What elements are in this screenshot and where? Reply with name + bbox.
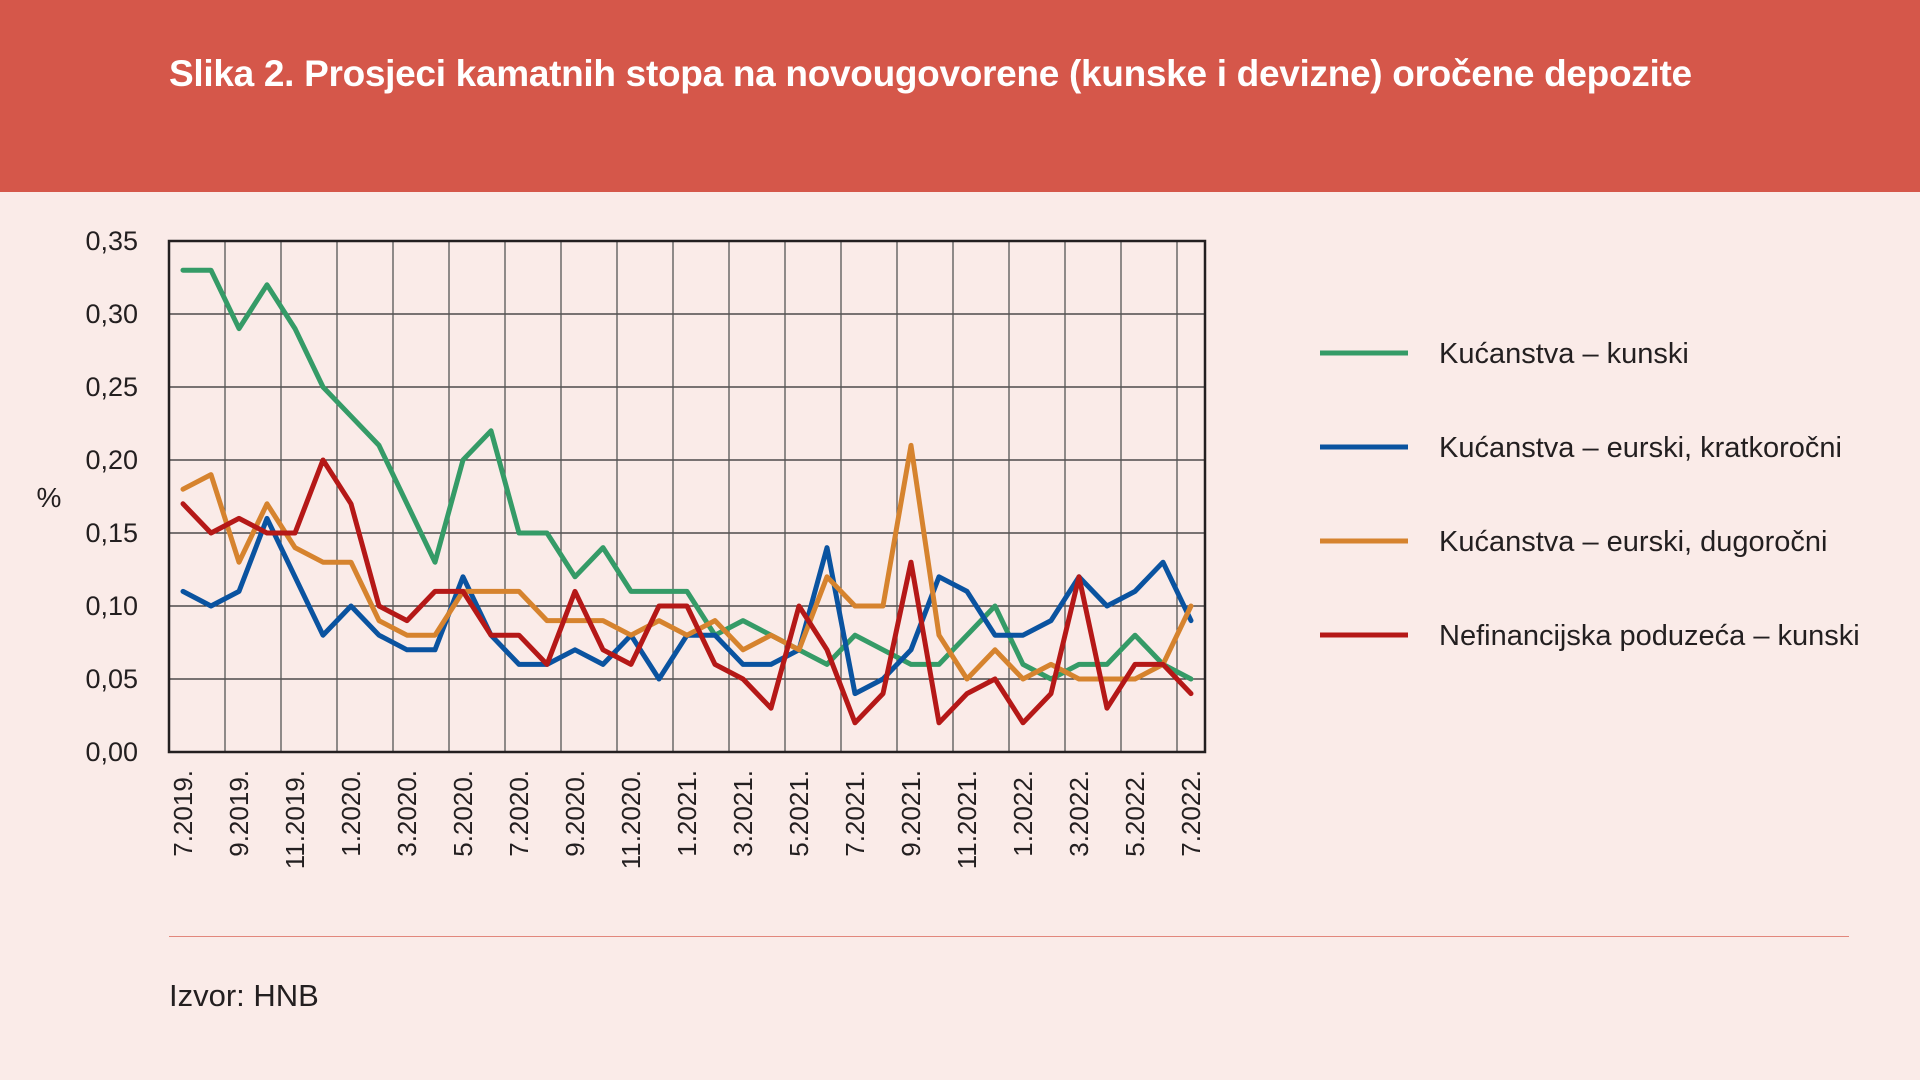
y-tick-label: 0,25	[85, 372, 138, 402]
header-band: Slika 2. Prosjeci kamatnih stopa na novo…	[0, 0, 1920, 192]
source-note: Izvor: HNB	[169, 978, 319, 1013]
y-tick-label: 0,20	[85, 445, 138, 475]
y-tick-label: 0,05	[85, 664, 138, 694]
x-tick-label: 1.2021.	[672, 770, 702, 857]
x-tick-label: 1.2020.	[336, 770, 366, 857]
x-tick-label: 1.2022.	[1008, 770, 1038, 857]
x-tick-label: 5.2022.	[1120, 770, 1150, 857]
y-tick-label: 0,15	[85, 518, 138, 548]
x-tick-label: 7.2021.	[840, 770, 870, 857]
legend-label: Kućanstva – kunski	[1439, 338, 1689, 370]
y-tick-label: 0,30	[85, 299, 138, 329]
y-tick-label: 0,00	[85, 737, 138, 767]
plot-frame	[167, 239, 1207, 754]
y-tick-label: 0,10	[85, 591, 138, 621]
x-tick-label: 5.2020.	[448, 770, 478, 857]
x-tick-label: 3.2021.	[728, 770, 758, 857]
legend-label: Nefinancijska poduzeća – kunski	[1439, 620, 1860, 652]
legend-label: Kućanstva – eurski, kratkoročni	[1439, 432, 1842, 464]
y-tick-label: 0,35	[85, 226, 138, 256]
x-tick-label: 11.2019.	[280, 770, 310, 869]
x-tick-label: 3.2022.	[1064, 770, 1094, 857]
x-tick-label: 3.2020.	[392, 770, 422, 857]
figure-title: Slika 2. Prosjeci kamatnih stopa na novo…	[169, 53, 1692, 94]
x-tick-label: 11.2020.	[616, 770, 646, 869]
separator-line	[169, 936, 1849, 937]
x-tick-label: 7.2022.	[1176, 770, 1206, 857]
x-tick-label: 7.2019.	[168, 770, 198, 857]
x-tick-label: 11.2021.	[952, 770, 982, 869]
y-axis-label: %	[37, 482, 62, 513]
x-tick-label: 9.2019.	[224, 770, 254, 857]
x-tick-label: 9.2021.	[896, 770, 926, 857]
legend-label: Kućanstva – eurski, dugoročni	[1439, 526, 1828, 558]
x-tick-label: 7.2020.	[504, 770, 534, 857]
line-chart: 0,00 0,05 0,10 0,15 0,20 0,25 0,30 0,35% 7.2019.…	[37, 226, 1860, 869]
x-tick-label: 9.2020.	[560, 770, 590, 857]
x-tick-label: 5.2021.	[784, 770, 814, 857]
